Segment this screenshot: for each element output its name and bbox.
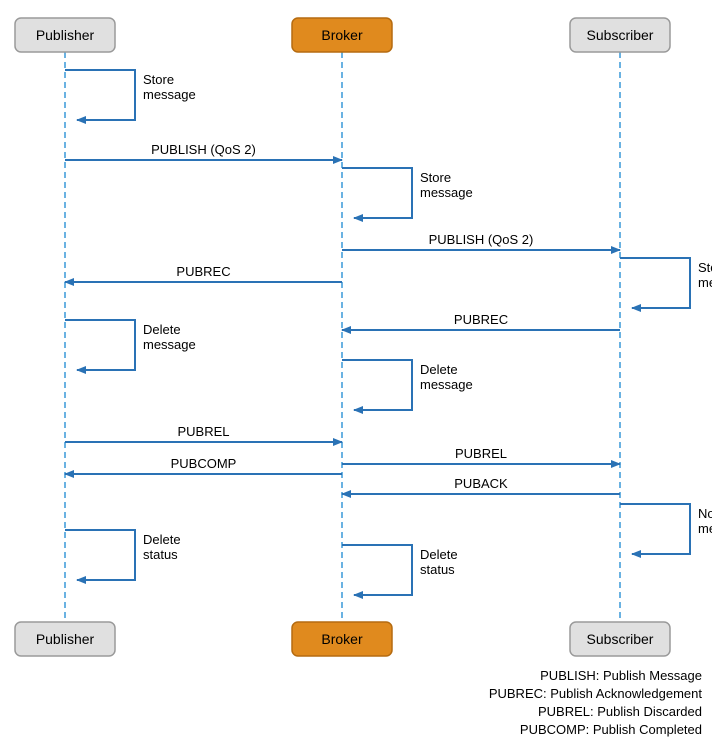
message-label: PUBLISH (QoS 2) (151, 142, 256, 157)
self-loop-label: Deletemessage (143, 322, 196, 352)
actor-label-broker: Broker (321, 631, 363, 647)
self-loop-label: Storemessage (143, 72, 196, 102)
legend-line: PUBREC: Publish Acknowledgement (489, 686, 703, 701)
self-loop-label: Deletemessage (420, 362, 473, 392)
sequence-diagram: Storemessage PUBLISH (QoS 2) Storemessage P… (10, 10, 712, 746)
actor-label-broker: Broker (321, 27, 363, 43)
self-loop (342, 545, 412, 595)
message-label: PUBREC (454, 312, 508, 327)
legend-line: PUBREL: Publish Discarded (538, 704, 702, 719)
actor-label-subscriber: Subscriber (587, 631, 654, 647)
message-label: PUBACK (454, 476, 508, 491)
message-label: PUBREL (177, 424, 229, 439)
self-loop-label: Deletestatus (420, 547, 458, 577)
self-loop-label: Storemessage (420, 170, 473, 200)
actor-label-subscriber: Subscriber (587, 27, 654, 43)
self-loop (342, 168, 412, 218)
self-loop (620, 258, 690, 308)
message-label: PUBCOMP (171, 456, 237, 471)
self-loop-label: Notifymessage (698, 506, 712, 536)
self-loop-label: Deletestatus (143, 532, 181, 562)
actor-label-publisher: Publisher (36, 631, 95, 647)
message-label: PUBREC (176, 264, 230, 279)
legend-line: PUBLISH: Publish Message (540, 668, 702, 683)
actor-label-publisher: Publisher (36, 27, 95, 43)
self-loop (342, 360, 412, 410)
legend-line: PUBCOMP: Publish Completed (520, 722, 702, 737)
self-loop (620, 504, 690, 554)
self-loop (65, 70, 135, 120)
self-loop (65, 320, 135, 370)
self-loop (65, 530, 135, 580)
message-label: PUBLISH (QoS 2) (429, 232, 534, 247)
self-loop-label: Storemessage (698, 260, 712, 290)
message-label: PUBREL (455, 446, 507, 461)
